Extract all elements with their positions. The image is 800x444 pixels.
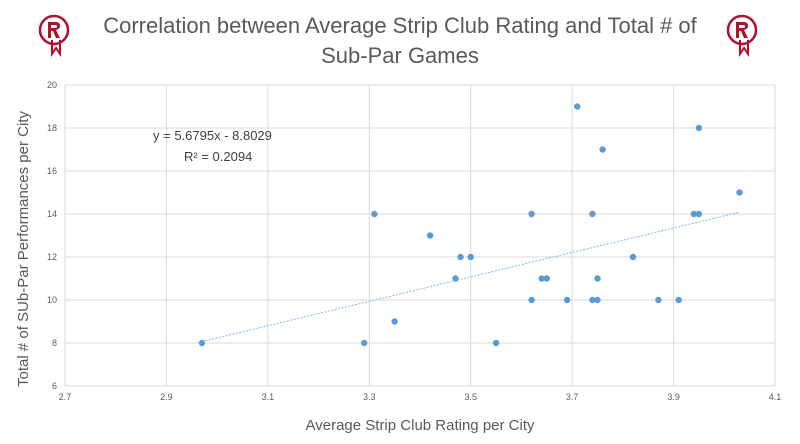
data-point xyxy=(198,339,206,347)
data-point xyxy=(543,275,550,282)
y-axis-label: Total # of SUb-Par Performances per City xyxy=(15,111,32,387)
x-tick-label: 3.9 xyxy=(667,392,680,402)
data-point xyxy=(675,296,682,304)
data-point xyxy=(589,296,596,304)
data-point xyxy=(736,189,743,196)
data-point xyxy=(599,146,606,153)
x-tick-label: 3.7 xyxy=(566,392,579,402)
trendline xyxy=(201,211,740,343)
data-point xyxy=(528,210,535,218)
data-point xyxy=(695,124,703,132)
data-point xyxy=(655,296,662,304)
data-point xyxy=(492,339,500,347)
data-point xyxy=(594,296,601,304)
data-point xyxy=(391,318,398,325)
data-point xyxy=(457,253,464,261)
y-tick-label: 20 xyxy=(47,80,57,90)
x-tick-label: 3.1 xyxy=(262,392,275,402)
data-point xyxy=(594,275,601,282)
data-point xyxy=(452,275,459,282)
y-tick-label: 14 xyxy=(47,209,57,219)
rockets-logo-right-icon xyxy=(726,14,758,58)
y-tick-label: 10 xyxy=(47,295,57,305)
data-point xyxy=(574,103,581,110)
y-tick-label: 16 xyxy=(47,166,57,176)
x-axis-label: Average Strip Club Rating per City xyxy=(306,417,535,434)
trendline-equation: y = 5.6795x - 8.8029 xyxy=(153,128,272,143)
x-tick-labels: 2.7 2.9 3.1 3.3 3.5 3.7 3.9 4.1 xyxy=(59,392,782,402)
y-tick-label: 8 xyxy=(52,338,57,348)
chart-title-line-1: Correlation between Average Strip Club R… xyxy=(103,13,697,38)
data-point xyxy=(538,275,545,282)
x-tick-label: 2.7 xyxy=(59,392,72,402)
x-tick-label: 4.1 xyxy=(769,392,782,402)
data-point xyxy=(563,296,571,304)
data-point xyxy=(690,210,698,218)
gridlines xyxy=(64,84,776,387)
y-tick-labels: 6 8 10 12 14 16 18 20 xyxy=(47,80,57,391)
data-point xyxy=(361,339,368,347)
data-point xyxy=(589,210,596,218)
rockets-logo-left-icon xyxy=(38,14,70,58)
y-tick-label: 6 xyxy=(52,381,57,391)
chart-title-line-2: Sub-Par Games xyxy=(321,43,479,68)
data-points xyxy=(198,103,743,347)
x-tick-label: 3.3 xyxy=(363,392,376,402)
data-point xyxy=(371,210,378,218)
x-tick-label: 3.5 xyxy=(464,392,477,402)
r-squared-label: R² = 0.2094 xyxy=(184,149,252,164)
y-tick-label: 12 xyxy=(47,252,57,262)
data-point xyxy=(629,253,637,261)
y-tick-label: 18 xyxy=(47,123,57,133)
data-point xyxy=(426,232,434,239)
data-point xyxy=(695,210,703,218)
data-point xyxy=(467,253,474,261)
x-tick-label: 2.9 xyxy=(160,392,173,402)
data-point xyxy=(528,296,535,304)
